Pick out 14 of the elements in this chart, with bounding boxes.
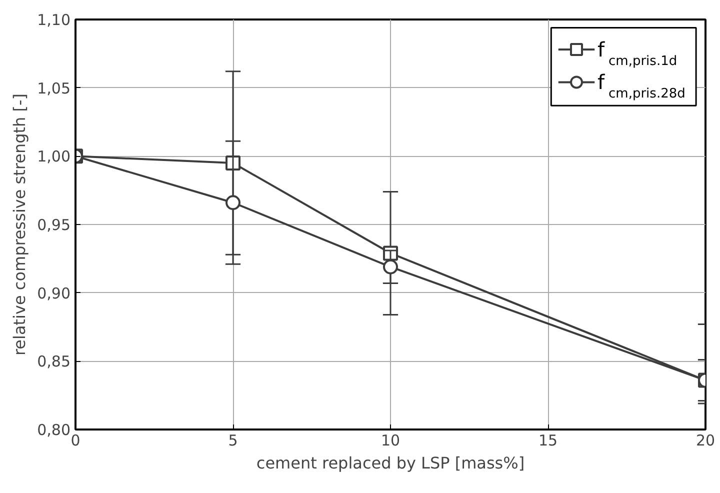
y-tick-label: 1,10 — [37, 11, 71, 29]
y-tick-label: 1,00 — [37, 148, 71, 166]
x-tick-label: 20 — [696, 432, 716, 450]
x-tick-label: 10 — [380, 432, 400, 450]
x-tick-label: 15 — [538, 432, 558, 450]
y-tick-label: 0,85 — [37, 352, 71, 371]
y-tick-label: 0,80 — [37, 421, 71, 439]
x-tick-label: 0 — [70, 432, 80, 450]
y-axis-title: relative compressive strength [-] — [10, 93, 30, 356]
y-tick-label: 0,90 — [37, 284, 71, 302]
y-tick-label: 1,05 — [37, 79, 71, 98]
y-tick-label: 0,95 — [37, 216, 71, 234]
x-axis-title: cement replaced by LSP [mass%] — [256, 454, 525, 472]
x-tick-label: 5 — [228, 432, 238, 450]
